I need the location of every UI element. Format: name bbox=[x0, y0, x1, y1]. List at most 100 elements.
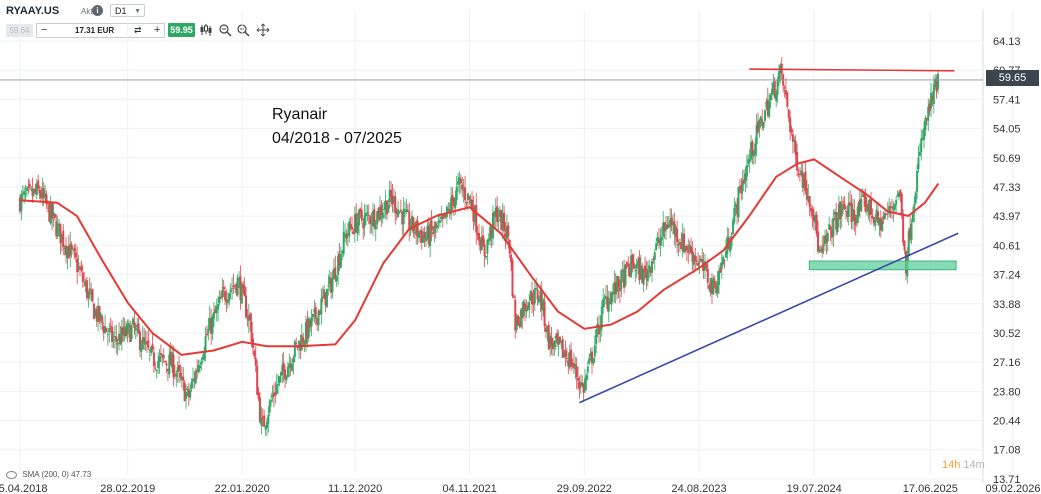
candle-down bbox=[399, 199, 402, 214]
candle-down bbox=[581, 375, 584, 388]
candle-body bbox=[765, 101, 768, 108]
candle-body bbox=[784, 90, 787, 95]
candle-body bbox=[136, 325, 139, 328]
symbol-type: Aktie bbox=[81, 7, 99, 16]
crosshair-icon[interactable] bbox=[256, 23, 270, 37]
candle-up bbox=[745, 154, 748, 188]
swap-icon[interactable]: ⇄ bbox=[134, 25, 142, 35]
candle-body bbox=[497, 219, 500, 221]
candle-body bbox=[282, 362, 285, 372]
candle-body bbox=[99, 314, 102, 319]
candle-body bbox=[348, 221, 351, 237]
quantity-stepper[interactable]: − 17.31 EUR ⇄ + bbox=[36, 23, 165, 38]
info-icon[interactable]: i bbox=[92, 5, 103, 16]
candle-body bbox=[533, 288, 536, 304]
candle-body bbox=[44, 193, 47, 199]
candle-down bbox=[345, 229, 348, 245]
candle-body bbox=[412, 217, 415, 232]
x-tick-label: 17.06.2025 bbox=[903, 483, 958, 494]
candle-down bbox=[152, 346, 155, 374]
candle-body bbox=[344, 234, 347, 236]
candle-up bbox=[469, 194, 472, 209]
candle-body bbox=[525, 307, 528, 312]
candle-body bbox=[542, 299, 545, 311]
candle-down bbox=[306, 310, 309, 348]
zoom-out-icon[interactable] bbox=[218, 23, 232, 37]
candle-up bbox=[923, 120, 926, 149]
sma-indicator-label[interactable]: SMA (200, 0) 47.73 bbox=[6, 470, 91, 479]
candle-body bbox=[669, 220, 672, 228]
candle-body bbox=[716, 282, 719, 294]
quantity-value[interactable]: 17.31 EUR bbox=[75, 26, 115, 35]
candle-body bbox=[736, 205, 739, 215]
candle-body bbox=[77, 266, 80, 270]
eye-icon[interactable] bbox=[6, 470, 17, 479]
candle-down bbox=[166, 368, 169, 382]
candle-up bbox=[600, 300, 603, 337]
candle-body bbox=[623, 268, 626, 288]
candle-up bbox=[238, 271, 241, 289]
candle-body bbox=[620, 270, 623, 290]
candles-icon[interactable] bbox=[199, 23, 213, 37]
candle-body bbox=[233, 285, 236, 287]
candle-body bbox=[807, 196, 810, 201]
candle-up bbox=[436, 221, 439, 233]
candle-body bbox=[789, 117, 792, 132]
candle-body bbox=[624, 264, 627, 286]
candle-body bbox=[761, 119, 764, 126]
candle-body bbox=[616, 276, 619, 292]
candle-body bbox=[762, 122, 765, 128]
candle-down bbox=[179, 364, 182, 382]
candle-body bbox=[923, 127, 926, 141]
increase-button[interactable]: + bbox=[154, 24, 161, 36]
candle-body bbox=[90, 291, 93, 295]
candle-body bbox=[878, 217, 881, 226]
candle-down bbox=[143, 327, 146, 350]
candle-down bbox=[391, 184, 394, 213]
candle-down bbox=[360, 202, 363, 224]
candle-body bbox=[411, 215, 414, 228]
candle-down bbox=[766, 87, 769, 118]
candle-up bbox=[328, 270, 331, 292]
candle-up bbox=[144, 330, 147, 351]
candle-up bbox=[424, 231, 427, 247]
candle-body bbox=[535, 288, 538, 290]
y-tick-label: 40.61 bbox=[993, 240, 1021, 252]
buy-button[interactable]: 59.95 bbox=[168, 23, 195, 37]
candle-body bbox=[436, 225, 439, 228]
candle-body bbox=[764, 110, 767, 121]
candle-up bbox=[376, 210, 379, 230]
candle-body bbox=[808, 196, 811, 207]
candle-up bbox=[660, 226, 663, 247]
candle-down bbox=[39, 185, 42, 202]
candle-body bbox=[494, 207, 497, 218]
candle-body bbox=[557, 337, 560, 345]
candle-up bbox=[584, 369, 587, 394]
candle-down bbox=[137, 316, 140, 335]
candle-down bbox=[531, 281, 534, 314]
chart-grid bbox=[0, 10, 1014, 483]
candle-up bbox=[285, 374, 288, 384]
candle-down bbox=[256, 359, 259, 395]
candle-body bbox=[673, 221, 676, 234]
candle-down bbox=[250, 313, 253, 348]
candle-up bbox=[97, 297, 100, 332]
candle-body bbox=[338, 253, 341, 266]
candle-body bbox=[811, 208, 814, 216]
candle-up bbox=[260, 406, 263, 435]
candle-up bbox=[185, 384, 188, 410]
candle-body bbox=[369, 216, 372, 224]
candle-up bbox=[927, 98, 930, 132]
candle-body bbox=[632, 262, 635, 269]
decrease-button[interactable]: − bbox=[41, 24, 48, 36]
candle-up bbox=[24, 184, 27, 201]
candle-body bbox=[169, 351, 172, 366]
candle-up bbox=[537, 295, 540, 305]
symbol-name[interactable]: RYAAY.US bbox=[6, 5, 60, 17]
candle-up bbox=[286, 361, 289, 378]
candle-up bbox=[480, 225, 483, 251]
candle-body bbox=[257, 392, 260, 399]
candle-up bbox=[293, 339, 296, 363]
candle-body bbox=[750, 142, 753, 160]
